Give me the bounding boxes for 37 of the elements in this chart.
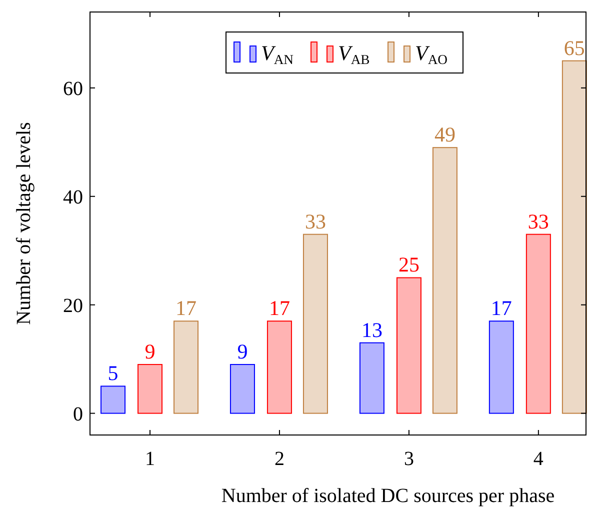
data-label: 17 <box>490 296 512 320</box>
data-label: 17 <box>268 296 290 320</box>
data-label: 9 <box>237 340 248 364</box>
bar <box>562 60 587 414</box>
bar <box>526 234 551 414</box>
bar <box>174 320 198 414</box>
x-tick-label: 2 <box>274 448 284 470</box>
data-label: 65 <box>564 36 585 60</box>
legend-label: V$_{AB}$ <box>338 41 370 66</box>
data-label: 49 <box>434 122 456 147</box>
bar <box>359 342 384 414</box>
y-tick-label: 20 <box>63 294 83 317</box>
bar <box>302 234 328 414</box>
x-tick-label: 1 <box>145 448 155 470</box>
bar <box>100 386 126 414</box>
y-axis-title: Number of voltage levels <box>13 122 35 325</box>
data-label: 33 <box>528 209 549 234</box>
y-tick-label: 40 <box>63 186 83 208</box>
bar <box>396 277 422 414</box>
bar <box>230 364 255 414</box>
x-tick-label: 3 <box>404 448 414 470</box>
data-label: 17 <box>176 296 196 320</box>
bar <box>138 364 162 414</box>
bar <box>488 320 514 414</box>
data-label: 5 <box>108 361 118 386</box>
bar <box>432 147 458 414</box>
legend-label: V$_{AO}$ <box>415 41 448 66</box>
legend-label: V$_{AN}$ <box>261 41 294 66</box>
data-label: 33 <box>304 209 326 234</box>
y-tick-label: 0 <box>73 403 83 426</box>
x-axis-title: Number of isolated DC sources per phase <box>221 485 555 507</box>
data-label: 25 <box>398 252 420 277</box>
x-tick-label: 4 <box>533 448 544 470</box>
y-tick-label: 60 <box>63 78 83 100</box>
data-label: 9 <box>144 340 156 364</box>
data-label: 13 <box>361 318 382 342</box>
bar <box>266 320 292 414</box>
